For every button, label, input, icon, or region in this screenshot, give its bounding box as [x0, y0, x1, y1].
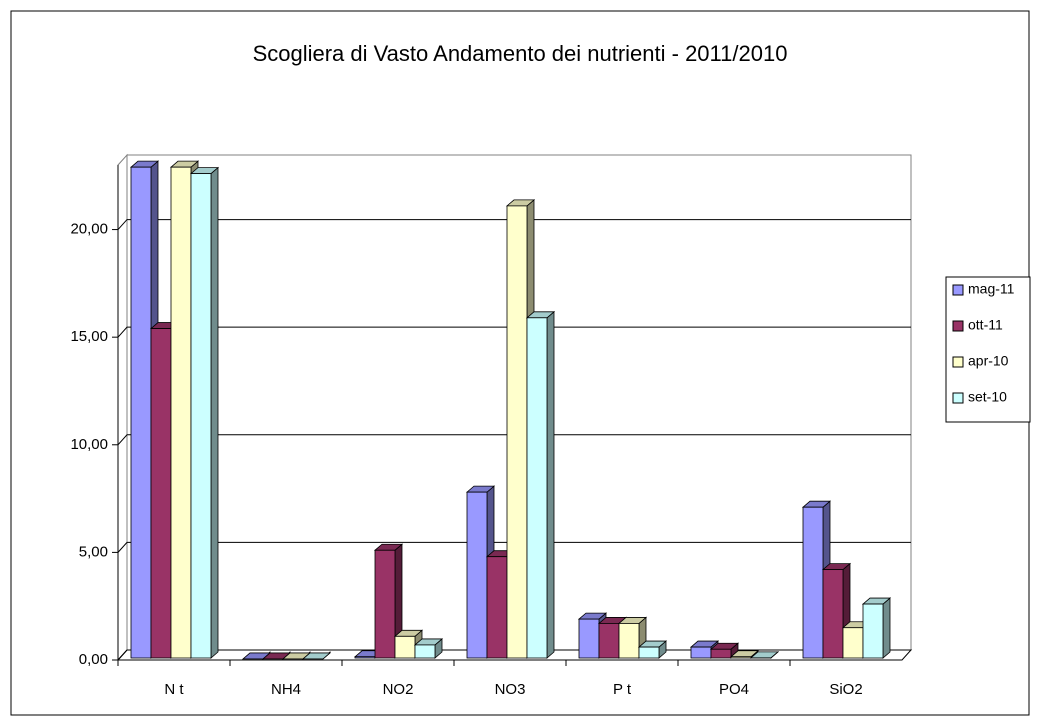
side-wall — [117, 153, 128, 662]
bar-front — [842, 627, 864, 659]
x-tick-label: NO2 — [383, 681, 414, 698]
bar-front — [394, 635, 416, 659]
bar-front — [170, 166, 192, 659]
bar-front — [862, 603, 884, 659]
bar-front — [414, 644, 436, 659]
bar-front — [486, 556, 508, 659]
bar-front — [618, 623, 640, 659]
bar-front — [598, 623, 620, 659]
bar — [709, 642, 740, 659]
y-tick-label: 20,00 — [70, 221, 108, 238]
bar — [525, 310, 556, 659]
bar — [413, 638, 444, 659]
legend-label: set-10 — [968, 389, 1007, 405]
bar-front — [690, 646, 712, 659]
bar-front — [802, 506, 824, 659]
y-tick-label: 15,00 — [70, 328, 108, 345]
x-tick-label: NO3 — [495, 681, 526, 698]
bar-side — [210, 166, 219, 659]
bar-front — [578, 618, 600, 659]
bar-side — [882, 597, 891, 659]
bar — [861, 597, 892, 659]
x-tick-label: SiO2 — [829, 681, 862, 698]
grid-line — [117, 541, 911, 553]
grid-line — [117, 326, 911, 338]
legend-swatch — [952, 392, 964, 404]
legend-swatch — [952, 284, 964, 296]
x-tick-label: P t — [613, 681, 632, 698]
y-tick-label: 10,00 — [70, 436, 108, 453]
bar — [393, 629, 424, 659]
y-tick-label: 5,00 — [79, 543, 108, 560]
legend-label: ott-11 — [968, 317, 1003, 333]
x-tick-label: NH4 — [271, 681, 301, 698]
y-tick-label: 0,00 — [79, 651, 108, 668]
chart-title: Scogliera di Vasto Andamento dei nutrien… — [253, 41, 788, 66]
legend-swatch — [952, 320, 964, 332]
bar-side — [546, 310, 555, 659]
bar-front — [506, 205, 528, 659]
bar-top — [301, 652, 332, 660]
bar — [749, 650, 780, 659]
x-tick-label: N t — [164, 681, 184, 698]
bar-front — [466, 491, 488, 659]
bar-front — [730, 656, 752, 659]
bar-front — [638, 646, 660, 659]
bar — [189, 166, 220, 659]
bar-front — [822, 569, 844, 659]
bar-front — [354, 656, 376, 659]
bar — [373, 543, 404, 659]
legend-label: apr-10 — [968, 353, 1009, 369]
bar-front — [526, 317, 548, 659]
bar-front — [150, 328, 172, 659]
bar — [821, 562, 852, 659]
x-tick-label: PO4 — [719, 681, 749, 698]
grid-line — [117, 434, 911, 446]
legend-label: mag-11 — [968, 281, 1015, 297]
grid-line — [117, 219, 911, 230]
bar-front — [130, 166, 152, 659]
bar — [301, 651, 332, 660]
bar-front — [374, 549, 396, 659]
bar — [637, 640, 668, 659]
legend-swatch — [952, 356, 964, 368]
bar-front — [190, 173, 212, 659]
bar-front — [710, 648, 732, 659]
